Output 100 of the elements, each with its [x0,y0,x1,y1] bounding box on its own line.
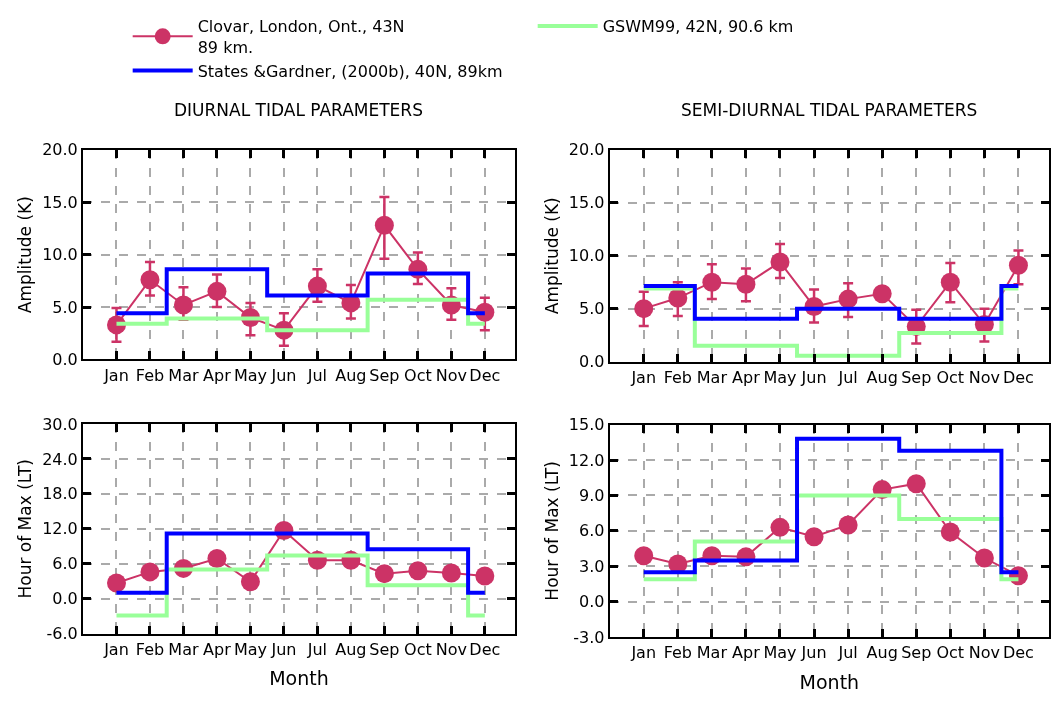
x-tick-label: Apr [732,643,761,663]
x-tick-label: Dec [469,365,501,385]
y-tick-label: 5.0 [52,297,78,317]
y-tick-label: -3.0 [573,627,605,647]
point [408,561,428,581]
point [173,295,193,315]
x-tick-label: Apr [203,365,232,385]
x-tick-label: Nov [968,367,1000,387]
y-axis-title: Hour of Max (LT) [541,461,562,601]
x-tick-label: Dec [469,639,501,659]
y-tick-label: 6.0 [52,554,78,574]
x-tick-label: Mar [168,639,199,659]
x-tick-label: Jul [837,643,858,663]
y-tick-label: 6.0 [579,521,605,541]
point [207,281,227,301]
x-tick-label: Jan [103,639,129,659]
x-tick-label: Dec [1002,643,1034,663]
y-tick-label: 12.0 [42,519,78,539]
legend-label: States &Gardner, (2000b), 40N, 89km [197,61,503,81]
y-tick-label: 0.0 [579,352,605,372]
point [634,299,654,319]
x-tick-label: Nov [968,643,1000,663]
point [240,572,260,592]
point [475,566,495,586]
point [838,515,858,535]
point [106,573,126,593]
point [307,276,327,296]
x-tick-label: May [233,639,267,659]
x-tick-label: May [233,365,267,385]
point [940,272,960,292]
x-tick-label: Oct [404,639,432,659]
x-tick-label: Nov [435,639,467,659]
y-tick-label: 9.0 [579,486,605,506]
y-tick-label: 20.0 [42,140,78,160]
x-tick-label: Aug [335,639,367,659]
y-tick-label: 10.0 [568,246,605,266]
x-axis-title: Month [269,667,329,690]
point [374,215,394,235]
point [804,527,824,547]
point [940,522,960,542]
x-tick-label: Jun [800,643,827,663]
x-tick-label: Apr [732,367,761,387]
x-tick-label: Sep [901,643,932,663]
point [702,272,722,292]
x-tick-label: Feb [663,367,692,387]
x-tick-label: Jul [306,639,328,659]
x-tick-label: Jan [630,643,657,663]
chart-title: SEMI-DIURNAL TIDAL PARAMETERS [681,100,978,120]
point [374,564,394,584]
y-axis-title: Amplitude (K) [15,196,36,314]
x-tick-label: Aug [866,643,898,663]
point [140,270,160,290]
y-tick-label: 18.0 [42,484,78,504]
point [634,546,654,566]
point [906,474,926,494]
x-tick-label: Jan [103,365,129,385]
x-tick-label: Feb [135,365,165,385]
x-tick-label: Oct [936,643,965,663]
x-tick-label: Apr [203,639,232,659]
y-tick-label: 3.0 [579,556,605,576]
y-tick-label: 15.0 [568,193,605,213]
x-tick-label: Aug [866,367,898,387]
point [1008,255,1028,275]
point [441,563,461,583]
y-axis-title: Amplitude (K) [541,197,562,315]
point [872,284,892,304]
point [974,548,994,568]
x-tick-label: Jan [630,367,657,387]
x-tick-label: Sep [369,639,400,659]
legend-label: GSWM99, 42N, 90.6 km [602,17,794,37]
y-tick-label: 15.0 [42,192,78,212]
chart-title: DIURNAL TIDAL PARAMETERS [174,100,423,120]
point [140,562,160,582]
y-axis-title: Hour of Max (LT) [15,459,36,599]
x-tick-label: May [763,367,797,387]
point [770,252,790,272]
point [838,289,858,309]
y-tick-label: 0.0 [52,350,78,370]
x-tick-label: Mar [696,367,728,387]
x-tick-label: Jun [270,365,297,385]
point [207,549,227,568]
y-tick-label: 12.0 [568,450,605,470]
y-tick-label: 20.0 [568,140,605,160]
y-tick-label: 0.0 [52,589,78,609]
y-tick-label: -6.0 [46,624,78,644]
x-tick-label: Nov [435,365,467,385]
x-axis-title: Month [799,670,860,693]
y-tick-label: 10.0 [42,245,78,265]
y-tick-label: 0.0 [579,592,605,612]
point [736,274,756,294]
x-tick-label: Oct [936,367,965,387]
x-tick-label: Mar [696,643,728,663]
y-tick-label: 30.0 [42,414,78,434]
y-tick-label: 24.0 [42,449,78,469]
point [770,517,790,537]
x-tick-label: May [763,643,797,663]
y-tick-label: 15.0 [568,415,605,435]
x-tick-label: Aug [335,365,367,385]
x-tick-label: Jul [306,365,328,385]
point [668,288,688,308]
